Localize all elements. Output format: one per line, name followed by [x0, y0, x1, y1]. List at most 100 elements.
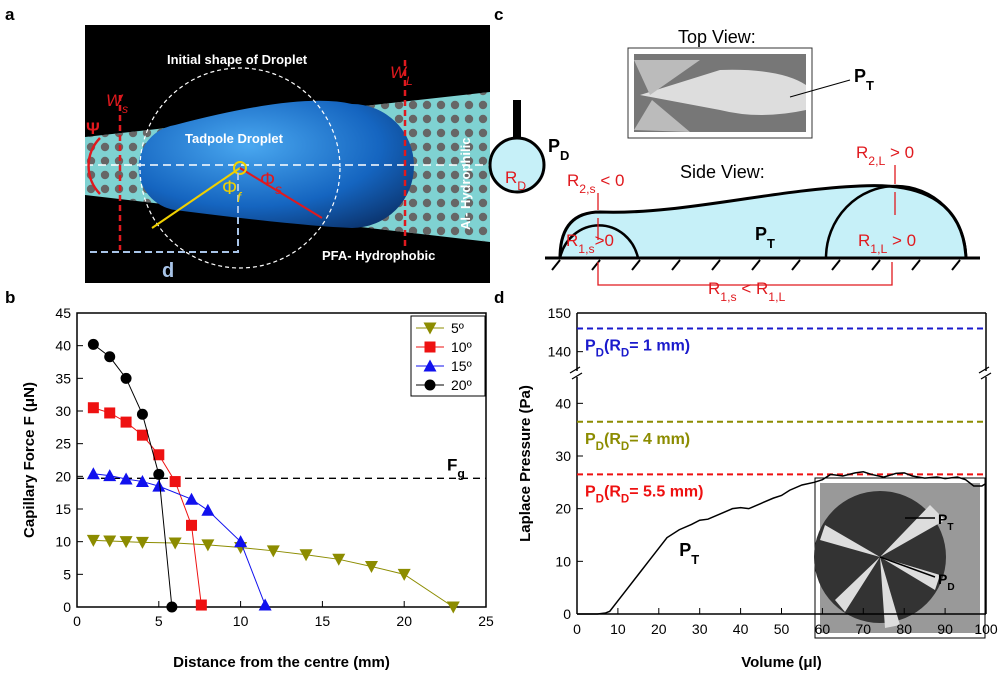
text-part: P — [854, 66, 866, 86]
x-tick-label: 80 — [896, 621, 912, 637]
label: PFA- Hydrophobic — [322, 248, 435, 263]
text-part: T — [767, 236, 775, 251]
x-tick-label: 20 — [651, 621, 667, 637]
y-tick-label: 20 — [55, 468, 71, 484]
text-part: 2,L — [868, 154, 885, 168]
legend-marker — [425, 342, 436, 353]
text-part: (R — [604, 483, 621, 500]
text-part: P — [585, 337, 596, 354]
marker — [121, 373, 132, 384]
text-part: s — [122, 102, 128, 116]
text-part: = 4 mm) — [629, 431, 690, 448]
x-tick-label: 25 — [478, 613, 494, 629]
y-tick-label: 150 — [548, 305, 572, 321]
text-part: D — [621, 441, 629, 453]
x-tick-label: 70 — [856, 621, 872, 637]
text-part: < 0 — [596, 171, 625, 190]
text-part: Φ — [222, 178, 237, 199]
text-part: D — [596, 441, 604, 453]
marker — [398, 569, 411, 581]
label: Tadpole Droplet — [185, 131, 284, 146]
y-tick-label: 10 — [55, 534, 71, 550]
y-tick-label: 45 — [55, 305, 71, 321]
text-part: D — [621, 347, 629, 359]
text-part: R — [567, 171, 579, 190]
text-part: T — [866, 78, 874, 93]
marker — [186, 520, 197, 531]
label: Side View: — [680, 162, 765, 182]
label: Top View: — [678, 27, 756, 47]
y-tick-label: 0 — [63, 599, 71, 615]
legend-marker — [425, 380, 436, 391]
label: PD — [548, 136, 569, 163]
y-tick-label: 0 — [563, 606, 571, 622]
marker — [166, 602, 177, 613]
text-part: (R — [604, 337, 621, 354]
marker — [104, 407, 115, 418]
y-tick-label: 25 — [55, 436, 71, 452]
text-part: D — [596, 493, 604, 505]
text-part: P — [679, 540, 691, 560]
x-tick-label: 0 — [573, 621, 581, 637]
text-part: 2,s — [579, 182, 595, 196]
text-part: P — [938, 571, 947, 587]
text-part: R — [708, 279, 720, 298]
panel-label: d — [494, 288, 504, 307]
y-tick-label: 40 — [55, 338, 71, 354]
text-part: D — [517, 179, 526, 193]
label: Al- Hydrophilic — [458, 138, 473, 230]
marker — [121, 417, 132, 428]
marker — [196, 600, 207, 611]
label: Initial shape of Droplet — [167, 52, 308, 67]
marker — [152, 480, 165, 492]
y-tick-label: 20 — [555, 501, 571, 517]
legend-label: 5º — [451, 320, 464, 336]
y-tick-label: 10 — [555, 553, 571, 569]
x-axis-title: Volume (μl) — [741, 654, 822, 671]
marker — [104, 351, 115, 362]
text-part: P — [585, 483, 596, 500]
text-part: > 0 — [885, 143, 914, 162]
text-part: D — [596, 347, 604, 359]
x-tick-label: 90 — [937, 621, 953, 637]
panel-label: b — [5, 288, 15, 307]
x-tick-label: 10 — [610, 621, 626, 637]
panel-label: a — [5, 5, 15, 24]
marker — [137, 409, 148, 420]
legend-label: 20º — [451, 377, 472, 393]
x-tick-label: 40 — [733, 621, 749, 637]
text-part: s — [275, 182, 282, 197]
text-part: 1,L — [870, 242, 887, 256]
x-tick-label: 10 — [233, 613, 249, 629]
legend-label: 10º — [451, 339, 472, 355]
reference-label: PD(RD= 1 mm) — [585, 337, 690, 359]
y-tick-label: 15 — [55, 501, 71, 517]
reference-label: PD(RD= 4 mm) — [585, 431, 690, 453]
marker — [365, 561, 378, 573]
text-part: P — [548, 136, 560, 156]
text-part: P — [755, 224, 767, 244]
axis-break — [570, 367, 582, 379]
legend-label: 15º — [451, 358, 472, 374]
text-part: > 0 — [887, 231, 916, 250]
text-part: P — [938, 511, 947, 527]
label: R1,s < R1,L — [708, 279, 785, 304]
marker — [88, 339, 99, 350]
x-tick-label: 30 — [692, 621, 708, 637]
x-tick-label: 100 — [974, 621, 998, 637]
y-tick-label: 40 — [555, 395, 571, 411]
figure: a b c d Initial shape of Droplet Ws WL Ψ… — [0, 0, 1000, 673]
y-tick-label: 30 — [55, 403, 71, 419]
text-part: 1,s — [578, 242, 594, 256]
reference-label: Fg — [447, 455, 465, 480]
text-part: D — [947, 582, 954, 593]
x-tick-label: 15 — [315, 613, 331, 629]
marker — [153, 469, 164, 480]
text-part: R — [505, 168, 517, 187]
text-part: = 1 mm) — [629, 337, 690, 354]
y-tick-label: 140 — [548, 344, 572, 360]
panel-label: c — [494, 5, 503, 24]
y-tick-label: 5 — [63, 566, 71, 582]
label: R2,L > 0 — [856, 143, 914, 168]
text-part: 1,s — [720, 290, 736, 304]
